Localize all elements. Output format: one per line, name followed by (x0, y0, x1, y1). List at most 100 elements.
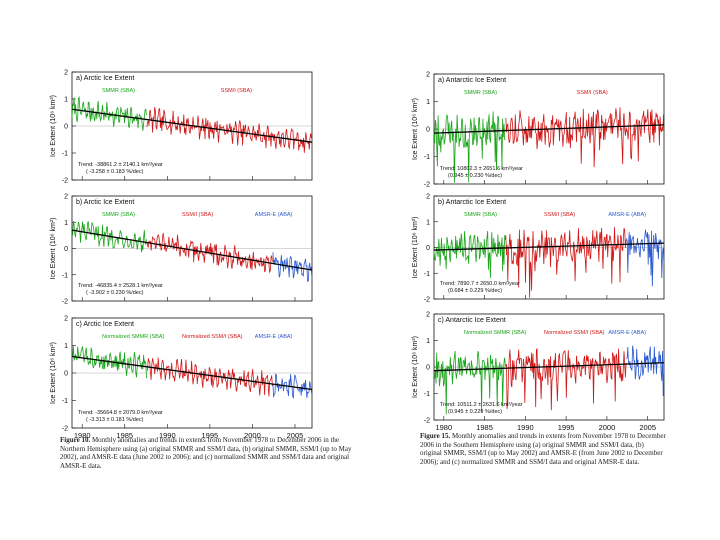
series-line-3 (272, 252, 313, 282)
x-tick-label: 2005 (639, 423, 656, 432)
y-tick-label: 2 (64, 316, 68, 323)
chart-panel-3: -2 -1 0 1 2 Ice Extent (10⁶ km²) 1980 1985 1990 1… (50, 316, 313, 440)
legend-label: Normalized SMMR (SBA) (102, 334, 165, 340)
series-line-2 (146, 357, 273, 397)
y-tick-label: -1 (62, 398, 68, 405)
panel-title: a) Arctic Ice Extent (76, 75, 134, 82)
y-tick-label: -2 (62, 299, 68, 306)
y-tick-label: -2 (62, 426, 68, 433)
y-tick-label: 0 (426, 127, 430, 134)
series-line-3 (626, 229, 665, 287)
panel-title: c) Antarctic Ice Extent (438, 317, 506, 324)
legend-label: SSM/I (SBA) (221, 88, 252, 94)
trend-line (433, 124, 665, 134)
y-tick-label: 0 (426, 245, 430, 252)
y-tick-label: 1 (426, 219, 430, 226)
y-tick-label: 0 (64, 124, 68, 131)
trend-percent-text: ( -3.258 ± 0.183 %/dec) (86, 169, 144, 175)
series-line-1 (433, 350, 506, 415)
series-line-2 (505, 107, 664, 168)
trend-line (433, 242, 665, 251)
figure-10-caption: Figure 10. Monthly anomalies and trends … (60, 436, 360, 470)
y-axis-label: Ice Extent (10⁶ km²) (50, 95, 57, 157)
y-tick-label: 0 (426, 365, 430, 372)
legend-label: SMMR (SBA) (102, 212, 135, 218)
trend-percent-text: ( -3.313 ± 0.181 %/dec) (86, 417, 144, 423)
legend-label: AMSR-E (ABA) (255, 334, 293, 340)
legend-label: Normalized SSM/I (SBA) (544, 330, 605, 336)
y-tick-label: -2 (62, 178, 68, 185)
x-tick-label: 1980 (435, 423, 452, 432)
series-line-2 (505, 227, 627, 298)
legend-label: SSM/I (SBA) (577, 90, 608, 96)
figure-10-label: Figure 10. (60, 436, 91, 444)
series-line-2 (505, 347, 627, 411)
legend-label: SSM/I (SBA) (182, 212, 213, 218)
chart-panel-5: -2 -1 0 1 2 Ice Extent (10⁶ km²) b) Antarctic … (412, 194, 665, 304)
y-axis-label: Ice Extent (10⁶ km²) (50, 342, 57, 404)
x-tick-label: 1980 (74, 431, 91, 440)
y-tick-label: -1 (424, 391, 430, 398)
trend-percent-text: (0.945 ± 0.230 %/dec) (448, 173, 502, 179)
legend-label: AMSR-E (ABA) (608, 330, 646, 336)
x-tick-label: 2000 (599, 423, 616, 432)
chart-panel-4: -2 -1 0 1 2 Ice Extent (10⁶ km²) a) Antarctic … (412, 72, 665, 189)
trend-line (71, 108, 313, 143)
chart-panel-2: -2 -1 0 1 2 Ice Extent (10⁶ km²) b) Arctic Ice… (50, 194, 313, 306)
y-tick-label: 1 (64, 343, 68, 350)
figure-15-caption: Figure 15. Monthly anomalies and trends … (420, 432, 666, 466)
legend-label: AMSR-E (ABA) (255, 212, 293, 218)
y-tick-label: -1 (424, 271, 430, 278)
trend-line (71, 229, 313, 271)
series-line-1 (433, 230, 506, 279)
series-line-3 (626, 345, 665, 397)
series-line-2 (146, 107, 312, 153)
y-tick-label: 1 (426, 338, 430, 345)
y-tick-label: 0 (64, 246, 68, 253)
trend-line (71, 355, 313, 391)
trend-text: Trend: -46835.4 ± 2528.1 km²/year (78, 283, 163, 289)
trend-text: Trend: -35664.8 ± 2079.0 km²/year (78, 410, 163, 416)
trend-text: Trend: -38861.2 ± 2140.1 km²/year (78, 162, 163, 168)
legend-label: SMMR (SBA) (102, 88, 135, 94)
figure-10-text: Monthly anomalies and trends in extents … (60, 436, 352, 470)
y-tick-label: 0 (64, 371, 68, 378)
y-tick-label: 2 (64, 194, 68, 201)
panel-title: c) Arctic Ice Extent (76, 321, 134, 328)
series-line-1 (71, 96, 147, 131)
x-tick-label: 1995 (202, 431, 219, 440)
legend-label: SSM/I (SBA) (544, 212, 575, 218)
panel-title: b) Antarctic Ice Extent (438, 199, 506, 206)
y-tick-label: 2 (426, 72, 430, 79)
y-tick-label: 2 (426, 194, 430, 201)
y-tick-label: -1 (62, 272, 68, 279)
panel-title: a) Antarctic Ice Extent (438, 77, 506, 84)
figure-15-label: Figure 15. (420, 432, 451, 440)
y-axis-label: Ice Extent (10⁶ km²) (412, 216, 419, 278)
legend-label: Normalized SSM/I (SBA) (182, 334, 243, 340)
y-tick-label: 1 (64, 220, 68, 227)
chart-panel-6: -2 -1 0 1 2 Ice Extent (10⁶ km²) 1980 1985 1990 1… (412, 312, 665, 432)
series-line-3 (272, 373, 313, 400)
y-tick-label: -1 (62, 151, 68, 158)
trend-percent-text: (0.684 ± 0.229 %/dec) (448, 288, 502, 294)
y-axis-label: Ice Extent (10⁶ km²) (412, 98, 419, 160)
x-tick-label: 1990 (159, 431, 176, 440)
series-line-1 (433, 111, 506, 183)
series-line-1 (71, 346, 147, 379)
legend-label: SMMR (SBA) (464, 90, 497, 96)
x-tick-label: 1995 (558, 423, 575, 432)
x-tick-label: 2000 (244, 431, 261, 440)
figure-15-text: Monthly anomalies and trends in extents … (420, 432, 666, 466)
chart-panel-1: -2 -1 0 1 2 Ice Extent (10⁶ km²) a) Arctic Ice… (50, 70, 313, 185)
x-tick-label: 2005 (287, 431, 304, 440)
y-tick-label: 1 (64, 97, 68, 104)
legend-label: Normalized SMMR (SBA) (464, 330, 527, 336)
y-tick-label: 2 (426, 312, 430, 319)
y-tick-label: -2 (424, 297, 430, 304)
y-tick-label: 2 (64, 70, 68, 77)
legend-label: SMMR (SBA) (464, 212, 497, 218)
trend-text: Trend: 7890.7 ± 2650.0 km²/year (440, 281, 520, 287)
trend-text: Trend: 10802.3 ± 2651.6 km²/year (440, 166, 523, 172)
